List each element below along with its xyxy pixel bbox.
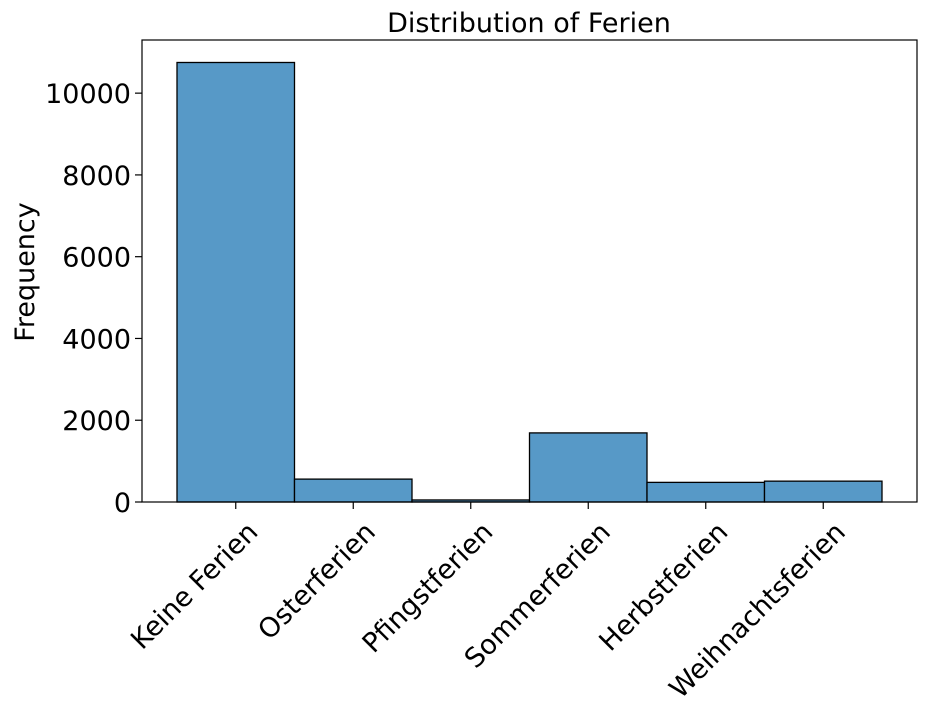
x-tick-label: Keine Ferien	[125, 517, 264, 656]
chart-title: Distribution of Ferien	[387, 8, 671, 39]
y-tick-label: 0	[114, 488, 131, 519]
y-tick-label: 6000	[62, 243, 131, 274]
bar-weihnachtsferien	[763, 480, 883, 503]
bars-group	[176, 61, 883, 503]
bar-herbstferien	[646, 481, 766, 503]
y-axis-label: Frequency	[10, 202, 41, 342]
bar-keine-ferien	[176, 61, 296, 503]
bar-sommerferien	[528, 432, 648, 503]
plot-frame	[141, 39, 918, 503]
y-ticks-group: 0 2000 4000 6000 8000 10000	[45, 79, 142, 519]
x-tick-label: Osterferien	[252, 517, 381, 646]
x-ticks-group: Keine FerienOsterferienPfingstferienSomm…	[125, 502, 852, 705]
bar-osterferien	[293, 478, 413, 503]
y-tick-label: 10000	[45, 79, 131, 110]
y-tick-label: 4000	[62, 324, 131, 355]
y-tick-label: 2000	[62, 406, 131, 437]
y-tick-label: 8000	[62, 161, 131, 192]
